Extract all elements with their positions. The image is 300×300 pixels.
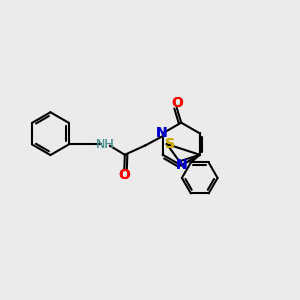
Text: S: S [165,137,175,151]
Text: O: O [171,96,183,110]
Text: NH: NH [95,138,114,151]
Text: O: O [118,168,130,182]
Text: O: O [171,96,183,110]
Text: O: O [118,168,130,182]
Text: S: S [165,137,175,151]
Text: NH: NH [95,138,114,151]
Text: N: N [156,126,168,140]
Text: N: N [176,158,187,172]
Text: N: N [156,126,168,140]
Text: N: N [176,158,187,172]
